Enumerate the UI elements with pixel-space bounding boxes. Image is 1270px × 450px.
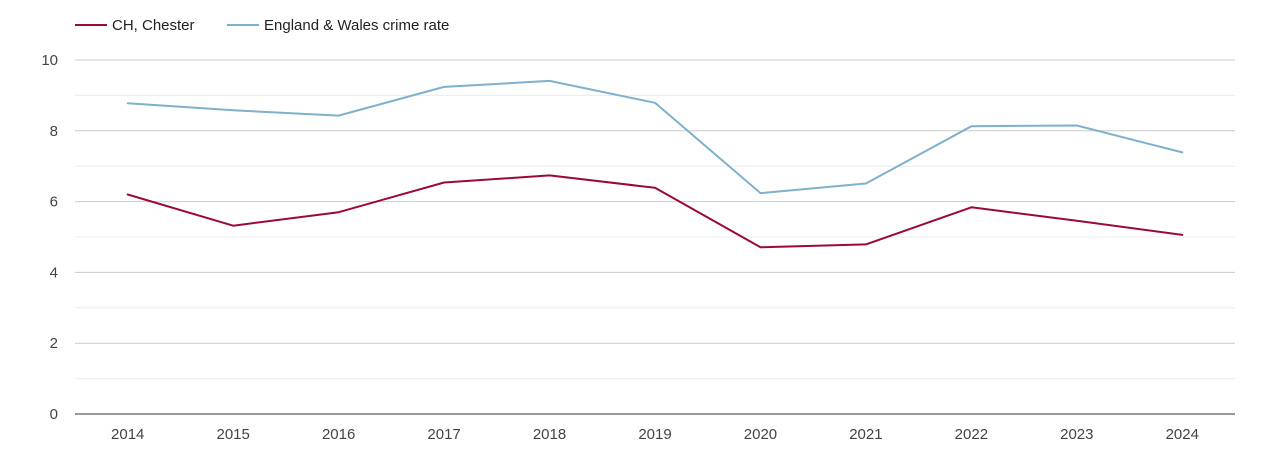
legend: CH, Chester England & Wales crime rate [75, 17, 449, 34]
grid-lines [75, 59, 1235, 380]
y-tick-label: 8 [50, 123, 58, 140]
legend-label-england-wales: England & Wales crime rate [264, 17, 449, 34]
y-axis-ticks: 0 2 4 6 8 10 [41, 52, 58, 423]
x-tick-label: 2022 [955, 426, 988, 443]
x-tick-label: 2017 [427, 426, 460, 443]
y-tick-label: 4 [50, 264, 58, 281]
x-tick-label: 2016 [322, 426, 355, 443]
series-line-chester [126, 174, 1184, 249]
x-tick-label: 2021 [849, 426, 882, 443]
x-tick-label: 2023 [1060, 426, 1093, 443]
y-tick-label: 6 [50, 194, 58, 211]
x-tick-label: 2018 [533, 426, 566, 443]
x-tick-label: 2020 [744, 426, 777, 443]
legend-label-chester: CH, Chester [112, 17, 195, 34]
series-line-england-wales [126, 79, 1184, 195]
y-tick-label: 0 [50, 406, 58, 423]
x-tick-label: 2019 [638, 426, 671, 443]
series-lines [126, 79, 1184, 249]
x-axis-ticks: 2014 2015 2016 2017 2018 2019 2020 2021 2022 2023… [111, 426, 1199, 443]
x-tick-label: 2014 [111, 426, 144, 443]
y-tick-label: 2 [50, 335, 58, 352]
x-tick-label: 2015 [216, 426, 249, 443]
x-tick-label: 2024 [1166, 426, 1199, 443]
y-tick-label: 10 [41, 52, 58, 69]
